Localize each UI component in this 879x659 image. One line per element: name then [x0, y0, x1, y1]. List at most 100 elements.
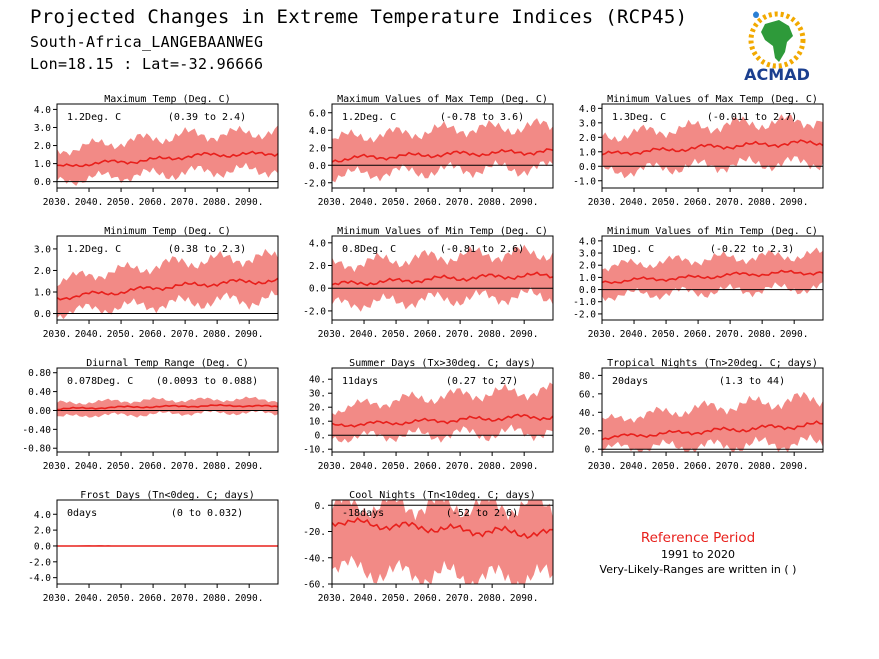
y-tick-label: -2.0 — [303, 306, 326, 317]
very-likely-range-band — [332, 118, 553, 183]
figure-title: Projected Changes in Extreme Temperature… — [30, 6, 688, 28]
x-tick-label: 2050. — [107, 461, 136, 472]
plot-area — [602, 391, 823, 452]
panel-title: Minimum Temp (Deg. C) — [104, 226, 230, 237]
very-likely-range-band — [57, 125, 278, 186]
y-tick-label: -1.0 — [573, 297, 596, 308]
x-tick-label: 2030. — [318, 197, 347, 208]
y-tick-label: 6.0 — [309, 108, 326, 119]
x-tick-label: 2030. — [43, 593, 72, 604]
y-tick-label: 2.0 — [579, 133, 596, 144]
y-tick-label: 40. — [579, 408, 596, 419]
y-tick-label: 3.0 — [579, 249, 596, 260]
x-tick-label: 2040. — [350, 461, 379, 472]
x-tick-label: 2050. — [107, 329, 136, 340]
y-tick-label: 2.0 — [309, 261, 326, 272]
y-tick-label: 3.0 — [34, 244, 51, 255]
x-tick-label: 2030. — [43, 461, 72, 472]
x-tick-label: 2030. — [588, 461, 617, 472]
y-tick-label: 4.0 — [309, 238, 326, 249]
projected-change-value: 1.3Deg. C — [612, 112, 666, 123]
station-coordinates: Lon=18.15 : Lat=-32.96666 — [30, 55, 264, 73]
very-likely-range-label: (0.27 to 27) — [446, 376, 518, 387]
x-tick-label: 2050. — [652, 197, 681, 208]
panel-title: Summer Days (Tx>30deg. C; days) — [349, 358, 536, 369]
y-tick-label: -2.0 — [573, 309, 596, 320]
y-tick-label: -20. — [303, 527, 326, 538]
svg-text:ACMAD: ACMAD — [744, 65, 810, 84]
projected-change-value: 0days — [67, 508, 97, 519]
y-tick-label: 0.80 — [28, 368, 51, 379]
panel-title: Maximum Values of Max Temp (Deg. C) — [337, 94, 548, 105]
x-tick-label: 2030. — [43, 197, 72, 208]
y-tick-label: 0.40 — [28, 387, 51, 398]
very-likely-range-band — [332, 244, 553, 312]
plot-frame — [56, 235, 279, 321]
x-tick-label: 2060. — [139, 461, 168, 472]
very-likely-range-band — [57, 248, 278, 320]
chart-panel: -2.0 0.0 2.0 4.0 6.0 2030. 2040. 2050. 2060. 2070… — [303, 94, 554, 208]
x-tick-label: 2040. — [620, 461, 649, 472]
panel-title: Tropical Nights (Tn>20deg. C; days) — [607, 358, 818, 369]
x-tick-label: 2030. — [318, 593, 347, 604]
projected-change-value: 1.2Deg. C — [67, 244, 121, 255]
y-tick-label: 1.0 — [34, 159, 51, 170]
x-tick-label: 2080. — [203, 197, 232, 208]
median-line — [332, 516, 553, 540]
median-line — [602, 420, 823, 441]
projected-change-value: 0.8Deg. C — [342, 244, 396, 255]
y-tick-label: -2.0 — [303, 178, 326, 189]
y-tick-label: 0.0 — [579, 162, 596, 173]
y-tick-label: 2.0 — [34, 141, 51, 152]
x-tick-label: 2060. — [139, 593, 168, 604]
x-tick-label: 2040. — [75, 197, 104, 208]
x-tick-label: 2080. — [203, 329, 232, 340]
median-line — [602, 269, 823, 285]
x-tick-label: 2070. — [171, 593, 200, 604]
chart-panel: -60.-40.-20.0.2030. 2040. 2050. 2060. 2070. 2… — [303, 490, 554, 604]
very-likely-range-label: (0 to 0.032) — [171, 508, 243, 519]
x-tick-label: 2090. — [510, 329, 539, 340]
plot-area — [57, 248, 278, 320]
reference-period-title: Reference Period — [640, 530, 756, 546]
chart-panel: 0.0 1.0 2.0 3.0 4.0 2030. 2040. 2050. 2060. 2070.… — [34, 94, 279, 208]
very-likely-range-note: Very-Likely-Ranges are written in ( ) — [599, 563, 797, 576]
x-tick-label: 2090. — [235, 461, 264, 472]
y-tick-label: 0. — [585, 445, 596, 456]
plot-frame — [331, 499, 554, 585]
x-tick-label: 2090. — [510, 197, 539, 208]
chart-panel: -10.0.10.20.30.40.2030. 2040. 2050. 2060. 20… — [303, 358, 554, 472]
y-tick-label: 0. — [315, 501, 326, 512]
x-tick-label: 2060. — [684, 461, 713, 472]
very-likely-range-label: (0.0093 to 0.088) — [156, 376, 258, 387]
median-line — [332, 148, 553, 163]
x-tick-label: 2080. — [748, 461, 777, 472]
very-likely-range-band — [602, 391, 823, 452]
projected-change-value: -18days — [342, 508, 384, 519]
very-likely-range-label: (-52 to 2.6) — [446, 508, 518, 519]
panel-title: Frost Days (Tn<0deg. C; days) — [80, 490, 255, 501]
y-tick-label: 60. — [579, 389, 596, 400]
median-line — [332, 271, 553, 287]
chart-panel: -0.80 -0.40 0.00 0.40 0.80 2030. 2040. 2050. 206… — [22, 358, 279, 472]
x-tick-label: 2040. — [350, 197, 379, 208]
x-tick-label: 2090. — [780, 197, 809, 208]
x-tick-label: 2050. — [107, 593, 136, 604]
y-tick-label: 4.0 — [579, 104, 596, 115]
x-tick-label: 2030. — [588, 197, 617, 208]
very-likely-range-label: (0.38 to 2.3) — [168, 244, 246, 255]
median-line — [57, 403, 278, 411]
x-tick-label: 2050. — [382, 593, 411, 604]
reference-period-note: Reference Period 1991 to 2020 Very-Likel… — [592, 530, 804, 576]
y-tick-label: 1.0 — [579, 147, 596, 158]
x-tick-label: 2050. — [107, 197, 136, 208]
y-tick-label: 0.0 — [34, 309, 51, 320]
panel-title: Cool Nights (Tn<10deg. C; days) — [349, 490, 536, 501]
x-tick-label: 2060. — [684, 197, 713, 208]
x-tick-label: 2080. — [748, 197, 777, 208]
plot-area — [332, 244, 553, 312]
x-tick-label: 2060. — [684, 329, 713, 340]
